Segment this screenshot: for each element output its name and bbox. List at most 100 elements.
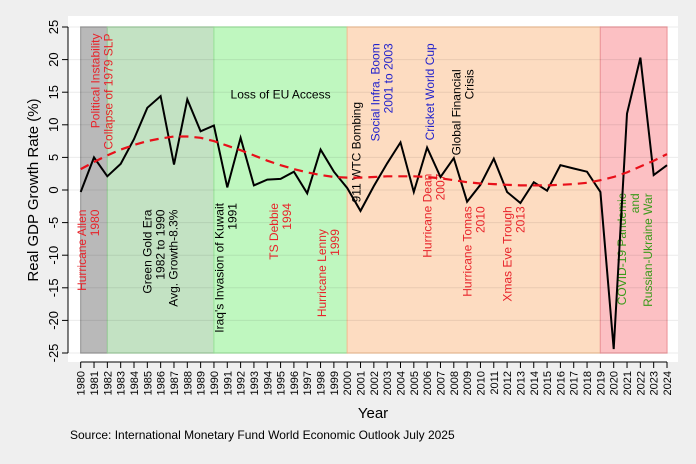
- annotation-line: Social Infra. Boom: [368, 43, 382, 141]
- annotation-line: 1994: [280, 203, 294, 230]
- x-tick-label: 2002: [369, 371, 381, 395]
- x-tick-label: 2008: [449, 371, 461, 395]
- y-tick-label: 10: [46, 118, 61, 132]
- x-tick-label: 2005: [409, 371, 421, 395]
- x-tick-label: 1997: [302, 371, 314, 395]
- x-axis-title: Year: [358, 405, 388, 422]
- x-tick-label: 2004: [396, 371, 408, 395]
- period-band-0: [80, 26, 108, 354]
- series-lines: [79, 57, 668, 350]
- x-tick-label: 1999: [329, 371, 341, 395]
- gdp-growth-line: [79, 57, 668, 350]
- annotation-0: Hurricane Allen 1980: [75, 209, 102, 291]
- x-tick-label: 2024: [662, 371, 674, 395]
- y-tick-label: 5: [46, 154, 61, 161]
- gridlines: [68, 26, 678, 354]
- x-tick-label: 2020: [609, 371, 621, 395]
- x-tick-label: 1987: [169, 371, 181, 395]
- x-tick-label: 1986: [156, 371, 168, 395]
- x-tick-label: 1982: [102, 371, 114, 395]
- x-tick-label: 1996: [289, 371, 301, 395]
- annotation-line: TS Debbie: [267, 203, 281, 260]
- y-tick-label: -5: [46, 217, 61, 229]
- annotation-line: Russian-Ukraine War: [641, 193, 655, 307]
- x-tick-label: 2003: [382, 371, 394, 395]
- x-tick-label: 2000: [342, 371, 354, 395]
- annotation-line: Xmas Eve Trough: [500, 206, 514, 301]
- annotation-11: Hurricane Dean 2007: [420, 173, 447, 257]
- annotation-line: Hurricane Lenny: [315, 229, 329, 317]
- annotation-line: Iraq's Invasion of Kuwait: [212, 202, 226, 332]
- y-tick-label: -25: [46, 344, 61, 363]
- y-tick-label: 0: [46, 186, 61, 193]
- y-tick-label: -15: [46, 278, 61, 297]
- source-note: Source: International Monetary Fund Worl…: [70, 428, 455, 442]
- annotation-7: 911 WTC Bombing: [350, 102, 364, 202]
- x-tick-label: 2016: [555, 371, 567, 395]
- x-tick-label: 2015: [542, 371, 554, 395]
- y-tick-label: -10: [46, 246, 61, 265]
- x-tick-label: 1993: [249, 371, 261, 395]
- annotation-line: 1982 to 1990: [154, 209, 168, 279]
- x-tick-label: 1981: [89, 371, 101, 395]
- annotation-line: Loss of EU Access: [231, 88, 331, 102]
- x-tick-label: 1980: [76, 371, 88, 395]
- annotation-line: 2001 to 2003: [381, 43, 395, 113]
- x-tick-label: 2010: [475, 371, 487, 395]
- x-tick-label: 2006: [422, 371, 434, 395]
- period-band-1: [106, 26, 215, 354]
- annotation-3: Loss of EU Access: [231, 88, 331, 102]
- annotation-9: Cricket World Cup: [423, 43, 437, 140]
- annotation-5: TS Debbie 1994: [267, 203, 294, 260]
- annotation-line: 1999: [328, 229, 342, 256]
- period-bands: [80, 26, 668, 354]
- x-tick-label: 2017: [569, 371, 581, 395]
- y-tick-label: 25: [46, 20, 61, 34]
- annotations: Hurricane Allen 1980 Political Instability…: [75, 34, 655, 333]
- x-tick-label: 2023: [649, 371, 661, 395]
- annotation-line: and: [628, 193, 642, 213]
- y-tick-label: -20: [46, 311, 61, 330]
- annotation-12: Hurricane Tomas 2010: [460, 206, 487, 297]
- annotation-10: Global Financial Crisis: [450, 69, 477, 155]
- annotation-line: Collapse of 1979 SLP: [102, 34, 116, 150]
- x-tick-label: 2013: [515, 371, 527, 395]
- annotation-14: COVID-19 Pandemic and Russian-Ukraine War: [615, 193, 655, 307]
- x-tick-label: 2014: [529, 371, 541, 395]
- y-tick-label: 20: [46, 52, 61, 66]
- annotation-13: Xmas Eve Trough 2013: [500, 206, 527, 302]
- annotation-2: Green Gold Era 1982 to 1990 Avg. Growth-8.…: [141, 209, 181, 306]
- annotation-line: 2007: [433, 173, 447, 200]
- x-tick-label: 1989: [196, 371, 208, 395]
- annotation-line: Global Financial: [450, 69, 464, 155]
- annotation-line: 1991: [225, 203, 239, 230]
- annotation-line: 1980: [88, 209, 102, 236]
- x-tick-label: 1984: [129, 371, 141, 395]
- annotation-line: Hurricane Dean: [420, 174, 434, 258]
- annotation-line: Green Gold Era: [141, 209, 155, 293]
- x-tick-label: 2021: [622, 371, 634, 395]
- annotation-line: Hurricane Tomas: [460, 206, 474, 296]
- x-tick-label: 1983: [116, 371, 128, 395]
- x-tick-label: 1992: [236, 371, 248, 395]
- annotation-line: 911 WTC Bombing: [350, 102, 364, 202]
- x-tick-label: 2011: [489, 371, 501, 395]
- x-tick-label: 2012: [502, 371, 514, 395]
- x-tick-label: 2022: [635, 371, 647, 395]
- annotation-1: Political Instability Collapse of 1979 SL…: [89, 34, 116, 150]
- x-tick-label: 1994: [262, 371, 274, 395]
- annotation-line: Political Instability: [89, 34, 103, 129]
- annotation-line: 2013: [513, 206, 527, 233]
- x-tick-label: 1985: [142, 371, 154, 395]
- x-tick-label: 1990: [209, 371, 221, 395]
- y-tick-label: 15: [46, 85, 61, 99]
- annotation-line: Hurricane Allen: [75, 210, 89, 291]
- x-tick-label: 2018: [582, 371, 594, 395]
- annotation-line: 2010: [473, 206, 487, 233]
- annotation-8: Social Infra. Boom 2001 to 2003: [368, 43, 395, 141]
- y-axis-title: Real GDP Growth Rate (%): [25, 98, 42, 281]
- trend-line: [80, 135, 668, 187]
- x-tick-label: 2001: [356, 371, 368, 395]
